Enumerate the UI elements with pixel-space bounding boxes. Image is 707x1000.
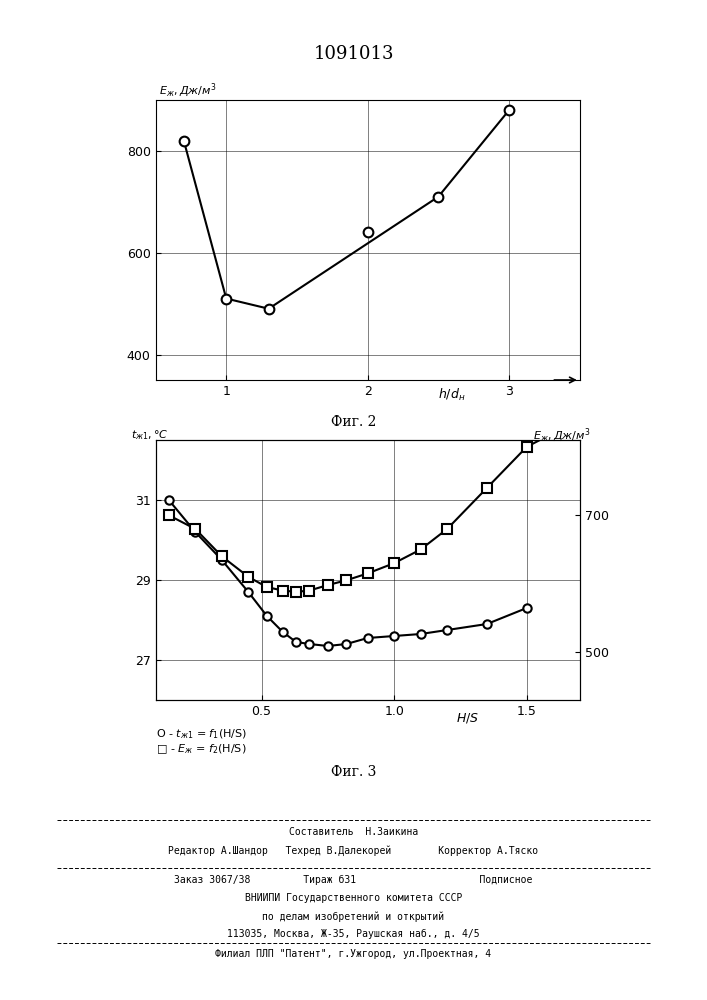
Text: О - $t_{ж1}$ = $f_1$(Н/S): О - $t_{ж1}$ = $f_1$(Н/S) bbox=[156, 727, 247, 741]
Text: $E_ж,  Дж/м^3$: $E_ж, Дж/м^3$ bbox=[159, 81, 217, 99]
Text: Фиг. 3: Фиг. 3 bbox=[331, 765, 376, 779]
Text: Филиал ПЛП "Патент", г.Ужгород, ул.Проектная, 4: Филиал ПЛП "Патент", г.Ужгород, ул.Проек… bbox=[216, 949, 491, 959]
Text: 1091013: 1091013 bbox=[313, 45, 394, 63]
Text: по делам изобретений и открытий: по делам изобретений и открытий bbox=[262, 911, 445, 922]
Text: 113035, Москва, Ж-35, Раушская наб., д. 4/5: 113035, Москва, Ж-35, Раушская наб., д. … bbox=[227, 929, 480, 939]
Text: $h/d_н$: $h/d_н$ bbox=[438, 387, 466, 403]
Text: Редактор А.Шандор   Техред В.Далекорей        Корректор А.Тяско: Редактор А.Шандор Техред В.Далекорей Кор… bbox=[168, 845, 539, 856]
Text: Заказ 3067/38         Тираж б31                     Подписное: Заказ 3067/38 Тираж б31 Подписное bbox=[175, 875, 532, 885]
Text: □ - $E_ж$ = $f_2$(Н/S): □ - $E_ж$ = $f_2$(Н/S) bbox=[156, 742, 246, 756]
Text: ВНИИПИ Государственного комитета СССР: ВНИИПИ Государственного комитета СССР bbox=[245, 893, 462, 903]
Text: $t_{ж1},  °C$: $t_{ж1}, °C$ bbox=[131, 428, 168, 442]
Text: Составитель  Н.Заикина: Составитель Н.Заикина bbox=[289, 827, 418, 837]
Text: $Н/S$: $Н/S$ bbox=[456, 711, 479, 725]
Text: Фиг. 2: Фиг. 2 bbox=[331, 415, 376, 429]
Text: $E_ж,  Дж/м^3$: $E_ж, Дж/м^3$ bbox=[532, 426, 590, 444]
